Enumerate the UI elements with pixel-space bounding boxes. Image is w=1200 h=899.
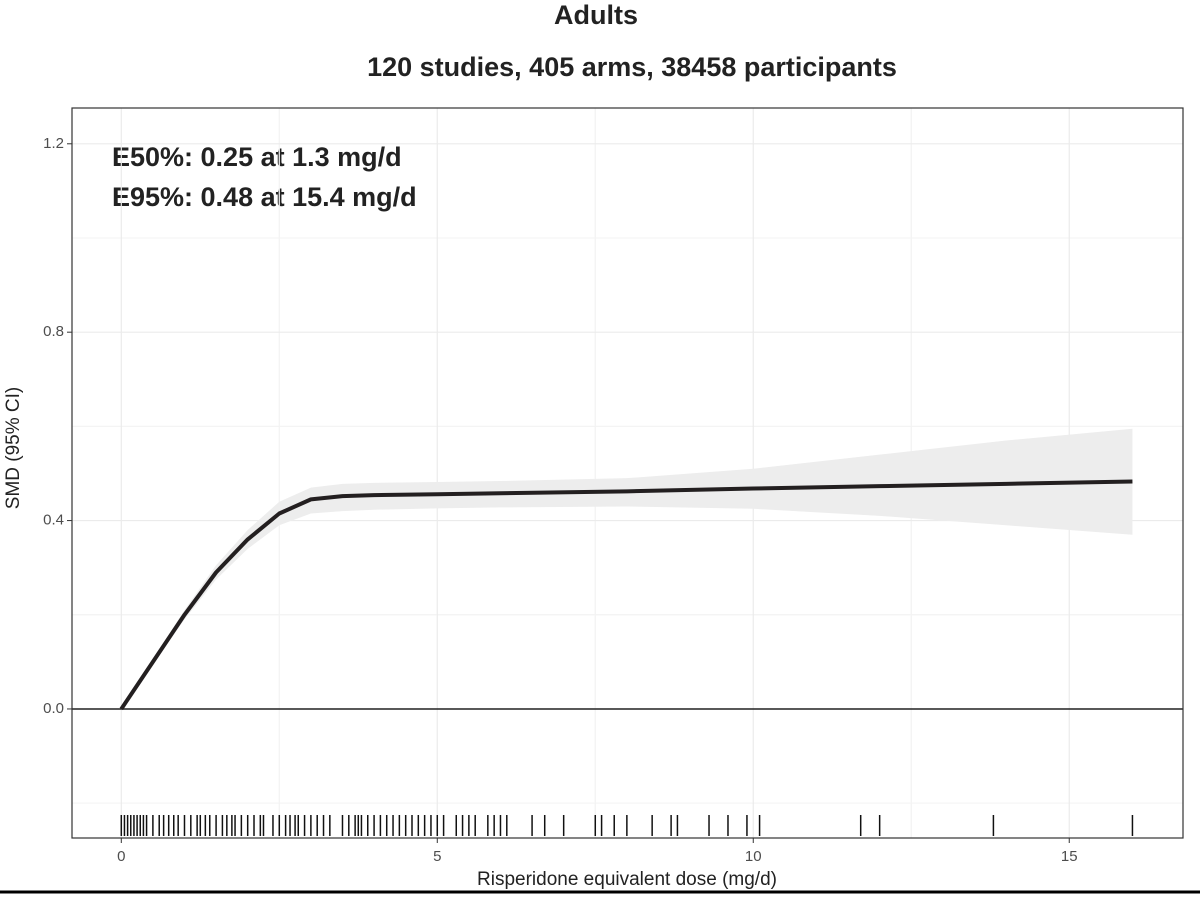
x-tick-label: 10 bbox=[745, 848, 762, 865]
x-axis-label: Risperidone equivalent dose (mg/d) bbox=[477, 869, 777, 890]
line bbox=[119, 479, 1133, 711]
y-axis-label: SMD (95% CI) bbox=[3, 387, 24, 509]
plot-border bbox=[71, 107, 1184, 839]
annotation: E95%: 0.48 at 15.4 mg/d bbox=[112, 182, 417, 212]
x-tick-label: 15 bbox=[1061, 848, 1078, 865]
x-tick-label: 0 bbox=[117, 848, 125, 865]
x-tick-label: 5 bbox=[433, 848, 441, 865]
y-tick-label: 0.4 bbox=[43, 512, 64, 529]
chart-subtitle: 120 studies, 405 arms, 38458 participant… bbox=[367, 52, 897, 82]
ci-band bbox=[121, 428, 1133, 709]
y-tick-label: 1.2 bbox=[43, 135, 64, 152]
y-tick-label: 0.0 bbox=[43, 700, 64, 717]
annotation: E50%: 0.25 at 1.3 mg/d bbox=[112, 142, 402, 172]
chart-title: Adults bbox=[554, 0, 638, 30]
y-tick-label: 0.8 bbox=[43, 323, 64, 340]
